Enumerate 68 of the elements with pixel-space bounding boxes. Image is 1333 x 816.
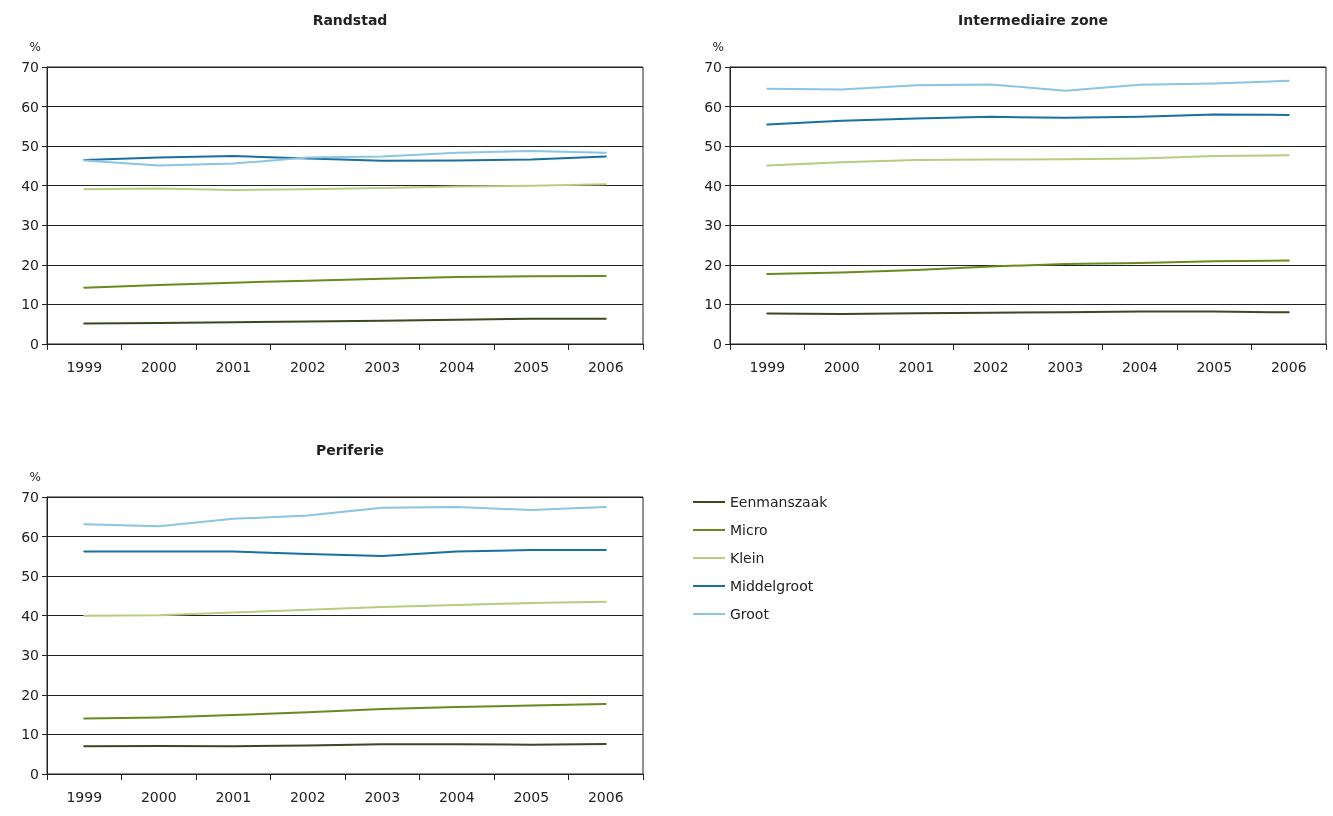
y-tick-label: 10 bbox=[21, 296, 39, 313]
y-tick-label: 30 bbox=[21, 647, 39, 664]
y-tick-label: 20 bbox=[704, 256, 722, 273]
legend-label: Groot bbox=[730, 606, 770, 622]
y-tick-label: 60 bbox=[704, 98, 722, 115]
x-tick-label: 2004 bbox=[438, 789, 475, 805]
y-tick-label: 20 bbox=[21, 686, 39, 703]
line-series bbox=[83, 702, 607, 720]
x-tick-label: 2004 bbox=[1121, 359, 1158, 375]
line-series bbox=[83, 274, 607, 289]
y-tick-label: 0 bbox=[30, 336, 39, 352]
y-axis-title: % bbox=[29, 40, 41, 54]
x-tick-label: 2005 bbox=[1196, 359, 1233, 375]
line-series bbox=[766, 154, 1290, 167]
line-series bbox=[83, 505, 607, 528]
x-tick-label: 1999 bbox=[749, 359, 786, 375]
x-tick-label: 2003 bbox=[1047, 359, 1084, 375]
y-tick-label: 0 bbox=[713, 336, 722, 352]
y-tick-label: 50 bbox=[21, 568, 39, 585]
line-series bbox=[766, 259, 1290, 275]
y-tick-label: 40 bbox=[21, 607, 39, 624]
y-axis-title: % bbox=[712, 40, 724, 54]
y-tick-label: 70 bbox=[21, 489, 39, 505]
x-tick-label: 2003 bbox=[364, 789, 401, 805]
y-tick-label: 10 bbox=[21, 726, 39, 743]
x-tick-label: 2001 bbox=[898, 359, 935, 375]
x-tick-label: 2000 bbox=[823, 359, 860, 375]
x-tick-label: 2006 bbox=[1270, 359, 1307, 375]
y-tick-label: 30 bbox=[21, 217, 39, 234]
y-tick-label: 40 bbox=[21, 177, 39, 194]
y-tick-label: 60 bbox=[21, 98, 39, 115]
y-tick-label: 50 bbox=[704, 138, 722, 155]
y-tick-label: 40 bbox=[704, 177, 722, 194]
y-tick-label: 50 bbox=[21, 138, 39, 155]
y-tick-label: 10 bbox=[704, 296, 722, 313]
legend-label: Micro bbox=[730, 522, 768, 538]
x-tick-label: 2006 bbox=[587, 359, 624, 375]
x-tick-label: 2003 bbox=[364, 359, 401, 375]
x-tick-label: 1999 bbox=[66, 359, 103, 375]
line-series bbox=[766, 113, 1290, 126]
y-tick-label: 60 bbox=[21, 528, 39, 545]
legend-label: Middelgroot bbox=[730, 578, 814, 594]
x-tick-label: 2001 bbox=[215, 789, 252, 805]
y-tick-label: 20 bbox=[21, 256, 39, 273]
y-tick-label: 0 bbox=[30, 766, 39, 782]
x-tick-label: 1999 bbox=[66, 789, 103, 805]
line-series bbox=[766, 79, 1290, 92]
x-tick-label: 2000 bbox=[140, 789, 177, 805]
y-tick-label: 70 bbox=[704, 59, 722, 75]
legend-label: Klein bbox=[730, 550, 765, 566]
x-tick-label: 2006 bbox=[587, 789, 624, 805]
legend-label: Eenmanszaak bbox=[730, 494, 829, 510]
x-tick-label: 2002 bbox=[289, 789, 326, 805]
chart-title: Randstad bbox=[312, 12, 388, 28]
chart-title: Periferie bbox=[315, 442, 385, 458]
x-tick-label: 2001 bbox=[215, 359, 252, 375]
line-series bbox=[83, 600, 607, 617]
chart-title: Intermediaire zone bbox=[958, 12, 1108, 28]
y-tick-label: 30 bbox=[704, 217, 722, 234]
x-tick-label: 2000 bbox=[140, 359, 177, 375]
x-tick-label: 2002 bbox=[972, 359, 1009, 375]
line-series bbox=[83, 149, 607, 167]
x-tick-label: 2005 bbox=[513, 359, 550, 375]
y-tick-label: 70 bbox=[21, 59, 39, 75]
x-tick-label: 2004 bbox=[438, 359, 475, 375]
x-tick-label: 2005 bbox=[513, 789, 550, 805]
x-tick-label: 2002 bbox=[289, 359, 326, 375]
y-axis-title: % bbox=[29, 470, 41, 484]
